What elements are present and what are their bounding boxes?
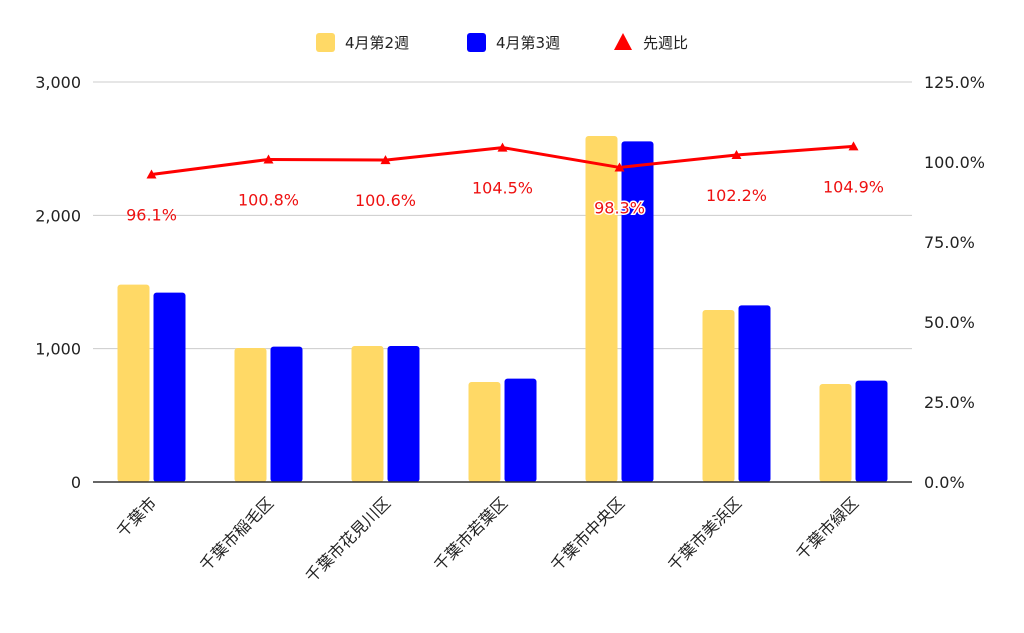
bar [234, 348, 267, 482]
y2-tick-label: 25.0% [924, 393, 975, 412]
ratio-point [614, 162, 625, 172]
bar [819, 384, 852, 482]
category-label: 千葉市稲毛区 [196, 493, 277, 574]
category-label: 千葉市 [113, 493, 160, 540]
legend-swatch [316, 33, 335, 52]
bar [387, 346, 420, 482]
data-label: 104.5% [472, 179, 533, 198]
bar [621, 141, 654, 483]
category-label: 千葉市緑区 [792, 493, 862, 563]
legend-label: 4月第2週 [345, 34, 409, 52]
ratio-point [731, 149, 742, 159]
bar [702, 310, 735, 482]
data-label: 100.6% [355, 191, 416, 210]
legend-label: 4月第3週 [496, 34, 560, 52]
legend-label: 先週比 [643, 34, 688, 52]
data-label: 98.3% [594, 198, 645, 217]
data-label: 100.8% [238, 190, 299, 209]
category-label: 千葉市美浜区 [664, 493, 745, 574]
bar [153, 292, 186, 482]
bar [504, 378, 537, 482]
bar [270, 346, 303, 482]
category-label: 千葉市若葉区 [430, 493, 511, 574]
y2-tick-label: 50.0% [924, 313, 975, 332]
y2-tick-label: 0.0% [924, 473, 965, 492]
legend-marker [614, 33, 632, 50]
y-tick-label: 0 [71, 473, 81, 492]
data-label: 102.2% [706, 186, 767, 205]
y-tick-label: 3,000 [35, 73, 81, 92]
gridlines [93, 81, 912, 350]
ratio-point [848, 141, 859, 151]
data-label: 96.1% [126, 205, 177, 224]
ratio-point [380, 155, 391, 165]
legend: 4月第2週 4月第3週 先週比 [316, 33, 688, 52]
bars [117, 136, 888, 483]
ratio-point [497, 142, 508, 152]
ratio-point [263, 154, 274, 164]
bar [351, 346, 384, 482]
bar [585, 136, 618, 482]
ratio-point [146, 169, 157, 179]
y2-tick-label: 100.0% [924, 153, 985, 172]
y2-tick-label: 75.0% [924, 233, 975, 252]
bar [468, 382, 501, 482]
legend-swatch [467, 33, 486, 52]
bar [117, 284, 150, 482]
bar [855, 380, 888, 482]
ratio-line: 96.1% 100.8% 100.6% 104.5% 98.3% 102.2% 104.9% [126, 141, 884, 224]
y-tick-label: 2,000 [35, 206, 81, 225]
bar [738, 305, 771, 482]
category-label: 千葉市中央区 [547, 493, 628, 574]
category-label: 千葉市花見川区 [302, 493, 395, 586]
y-tick-label: 1,000 [35, 340, 81, 359]
data-label: 104.9% [823, 177, 884, 196]
y2-tick-label: 125.0% [924, 73, 985, 92]
